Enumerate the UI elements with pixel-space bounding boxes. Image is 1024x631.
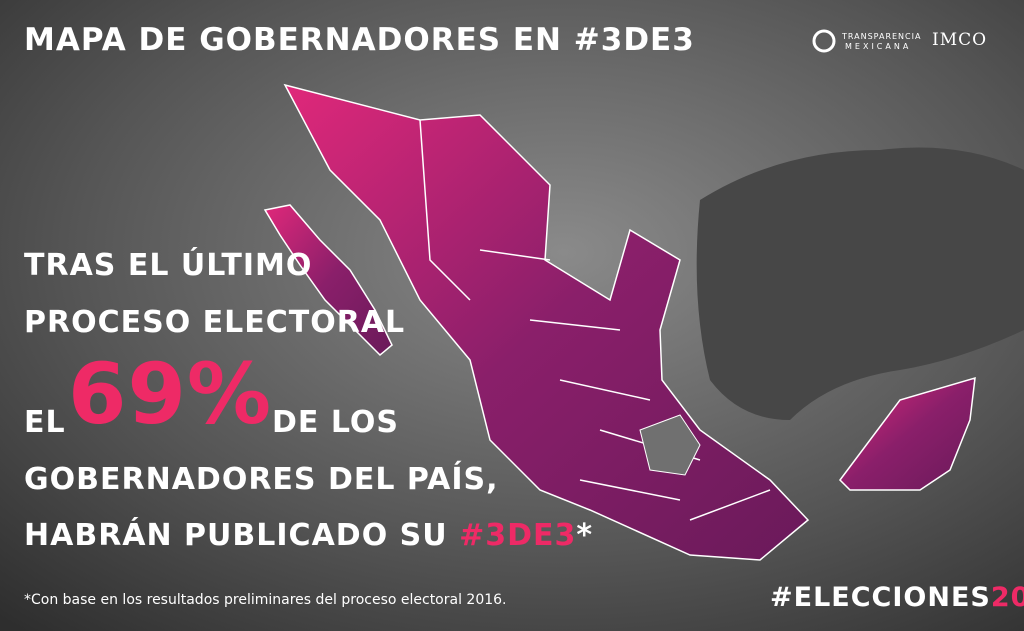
message-line: TRAS EL ÚLTIMO — [24, 248, 313, 283]
hashtag-year: 2016 — [990, 582, 1024, 613]
asterisk: * — [576, 518, 594, 553]
message-line: PROCESO ELECTORAL — [24, 305, 406, 340]
message-line: DE LOS — [272, 405, 399, 440]
highlight-percent: 69% — [68, 345, 273, 443]
message-hashtag: #3DE3 — [459, 518, 577, 553]
footnote: *Con base en los resultados preliminares… — [24, 592, 507, 608]
logo-text: TRANSPARENCIA — [842, 32, 922, 41]
hashtag-text: #ELECCIONES — [770, 582, 991, 613]
logo-text: MEXICANA — [845, 42, 912, 51]
message-text: HABRÁN PUBLICADO SU — [24, 518, 448, 553]
message-line: HABRÁN PUBLICADO SU #3DE3* — [24, 518, 593, 553]
message-line: EL — [24, 405, 66, 440]
campaign-hashtag: #ELECCIONES2016 — [770, 582, 1024, 613]
logo-text: IMCO — [932, 30, 988, 50]
message-line: GOBERNADORES DEL PAÍS, — [24, 462, 499, 497]
logo-icon — [812, 29, 836, 53]
title: MAPA DE GOBERNADORES EN #3DE3 — [24, 22, 695, 58]
